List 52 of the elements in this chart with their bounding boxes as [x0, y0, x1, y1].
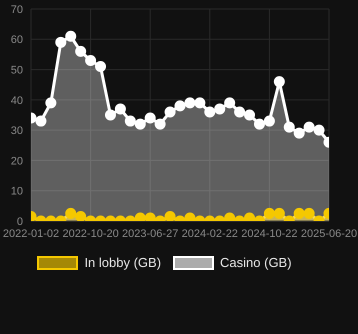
- point: [124, 116, 136, 127]
- y-tick-label: 50: [10, 64, 23, 76]
- point: [144, 112, 156, 124]
- point: [75, 46, 86, 57]
- point: [154, 118, 166, 130]
- point: [194, 97, 206, 108]
- point: [45, 97, 56, 108]
- point: [224, 97, 236, 108]
- point: [95, 61, 106, 72]
- legend-label: In lobby (GB): [84, 255, 162, 270]
- point: [224, 212, 236, 221]
- point: [184, 97, 196, 108]
- point: [284, 122, 295, 133]
- y-tick-label: 60: [10, 34, 23, 46]
- y-tick-label: 70: [10, 4, 23, 16]
- x-tick-label: 2024-02-22: [182, 228, 238, 240]
- point: [174, 100, 186, 112]
- y-tick-label: 40: [10, 94, 23, 107]
- x-tick-label: 2025-06-20: [300, 228, 358, 240]
- point: [35, 116, 46, 127]
- point: [85, 54, 96, 66]
- point: [204, 106, 216, 118]
- point: [294, 128, 305, 139]
- point: [55, 36, 66, 48]
- point: [244, 212, 256, 221]
- point: [144, 212, 156, 221]
- x-tick-label: 2023-06-27: [122, 228, 178, 240]
- point: [65, 30, 76, 42]
- point: [104, 110, 116, 120]
- y-tick-label: 20: [10, 155, 23, 168]
- point: [264, 116, 275, 127]
- point: [134, 212, 146, 221]
- point: [184, 212, 196, 221]
- x-tick-label: 2022-01-02: [2, 228, 60, 240]
- legend-label: Casino (GB): [220, 255, 292, 270]
- point: [75, 210, 86, 221]
- point: [164, 210, 176, 221]
- point: [304, 122, 315, 133]
- y-tick-label: 10: [10, 186, 23, 198]
- y-tick-label: 30: [10, 125, 23, 138]
- x-tick-label: 2022-10-20: [62, 228, 119, 240]
- point: [214, 103, 226, 114]
- y-tick-label: 0: [16, 216, 23, 228]
- point: [134, 118, 146, 130]
- point: [164, 106, 176, 118]
- x-tick-label: 2024-10-22: [241, 228, 298, 240]
- point: [314, 124, 325, 136]
- point: [254, 118, 265, 130]
- point: [244, 110, 256, 120]
- point: [274, 76, 285, 88]
- point: [114, 103, 126, 114]
- point: [234, 106, 246, 118]
